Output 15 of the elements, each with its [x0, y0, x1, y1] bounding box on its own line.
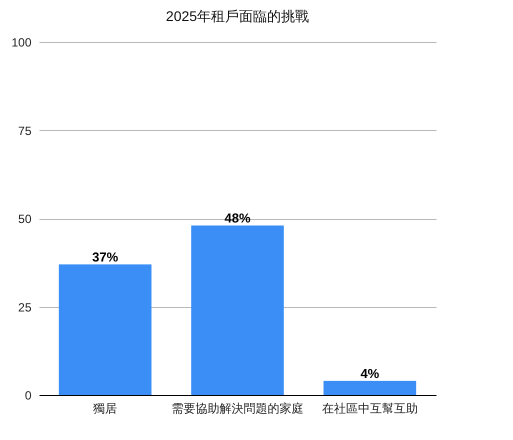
y-tick-label: 25 — [18, 300, 32, 314]
bar — [191, 226, 284, 395]
data-label: 48% — [224, 210, 251, 226]
data-label: 37% — [92, 249, 119, 264]
chart-title: 2025年租戶面臨的挑戰 — [166, 8, 310, 24]
data-label: 4% — [360, 366, 380, 381]
x-tick-label: 在社區中互幫互助 — [322, 402, 418, 416]
bar — [324, 380, 416, 395]
y-tick-label: 100 — [11, 36, 32, 50]
y-tick-label: 0 — [24, 388, 32, 402]
bar — [58, 264, 152, 395]
y-tick-label: 50 — [18, 212, 32, 226]
x-tick-label: 需要協助解決問題的家庭 — [172, 402, 304, 416]
y-tick-label: 75 — [18, 124, 32, 138]
x-tick-label: 獨居 — [93, 402, 118, 416]
